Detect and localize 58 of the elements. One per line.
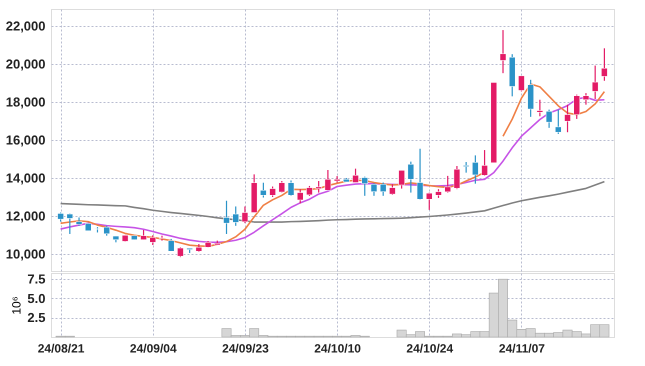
candlestick bbox=[223, 200, 230, 235]
candlestick bbox=[500, 29, 506, 74]
y-tick-label: 2.5 bbox=[27, 310, 46, 326]
candlestick bbox=[389, 184, 396, 196]
candlestick bbox=[416, 148, 424, 200]
candlestick bbox=[582, 92, 590, 106]
y-tick-label: 10,000 bbox=[6, 246, 46, 262]
x-tick-label: 24/08/21 bbox=[38, 342, 85, 356]
candlestick bbox=[260, 182, 267, 198]
candlestick bbox=[601, 48, 608, 82]
candlestick bbox=[518, 75, 525, 92]
candlestick bbox=[324, 169, 332, 191]
y-axis-title: 10⁶ bbox=[9, 296, 24, 315]
y-tick-label: 7.5 bbox=[27, 272, 46, 287]
candlestick bbox=[57, 212, 64, 222]
candlestick bbox=[140, 229, 147, 240]
candlestick bbox=[103, 225, 110, 236]
candlestick bbox=[536, 99, 544, 117]
candlestick bbox=[66, 212, 74, 235]
candlestick bbox=[444, 175, 451, 194]
candlestick bbox=[362, 176, 368, 196]
candlestick bbox=[592, 64, 598, 100]
candlestick bbox=[573, 94, 580, 120]
candlestick bbox=[380, 182, 386, 196]
candlestick bbox=[472, 154, 479, 184]
y-tick-label: 22,000 bbox=[6, 18, 46, 34]
candlestick bbox=[462, 161, 470, 174]
y-tick-label: 18,000 bbox=[6, 94, 46, 110]
y-tick-label: 14,000 bbox=[6, 170, 46, 186]
candlestick bbox=[454, 165, 460, 190]
y-tick-label: 12,000 bbox=[6, 208, 46, 224]
candlestick bbox=[352, 168, 359, 184]
candlestick bbox=[242, 206, 248, 224]
candlestick bbox=[426, 192, 433, 210]
candlestick bbox=[481, 149, 488, 176]
candlestick bbox=[232, 206, 239, 226]
candlestick bbox=[398, 170, 405, 190]
candlestick bbox=[546, 109, 552, 128]
x-tick-label: 24/09/23 bbox=[222, 342, 270, 356]
candlestick bbox=[370, 182, 378, 196]
candlestick bbox=[288, 180, 294, 197]
candlestick bbox=[150, 234, 156, 246]
candlestick bbox=[315, 180, 322, 194]
y-tick-label: 16,000 bbox=[6, 132, 46, 148]
x-tick-label: 24/10/10 bbox=[314, 342, 362, 356]
candlestick bbox=[306, 185, 313, 197]
candlestick bbox=[564, 104, 571, 133]
candlestick bbox=[269, 186, 276, 198]
candlestick bbox=[408, 161, 414, 194]
y-tick-label: 5.0 bbox=[27, 290, 46, 306]
candlestick bbox=[555, 109, 562, 135]
candlestick bbox=[296, 188, 304, 204]
x-tick-label: 24/09/04 bbox=[130, 342, 177, 356]
candlestick bbox=[168, 238, 174, 252]
x-tick-label: 24/11/07 bbox=[498, 342, 546, 356]
line-series bbox=[60, 180, 606, 223]
y-tick-label: 20,000 bbox=[6, 56, 46, 72]
x-tick-label: 24/10/24 bbox=[406, 342, 454, 356]
